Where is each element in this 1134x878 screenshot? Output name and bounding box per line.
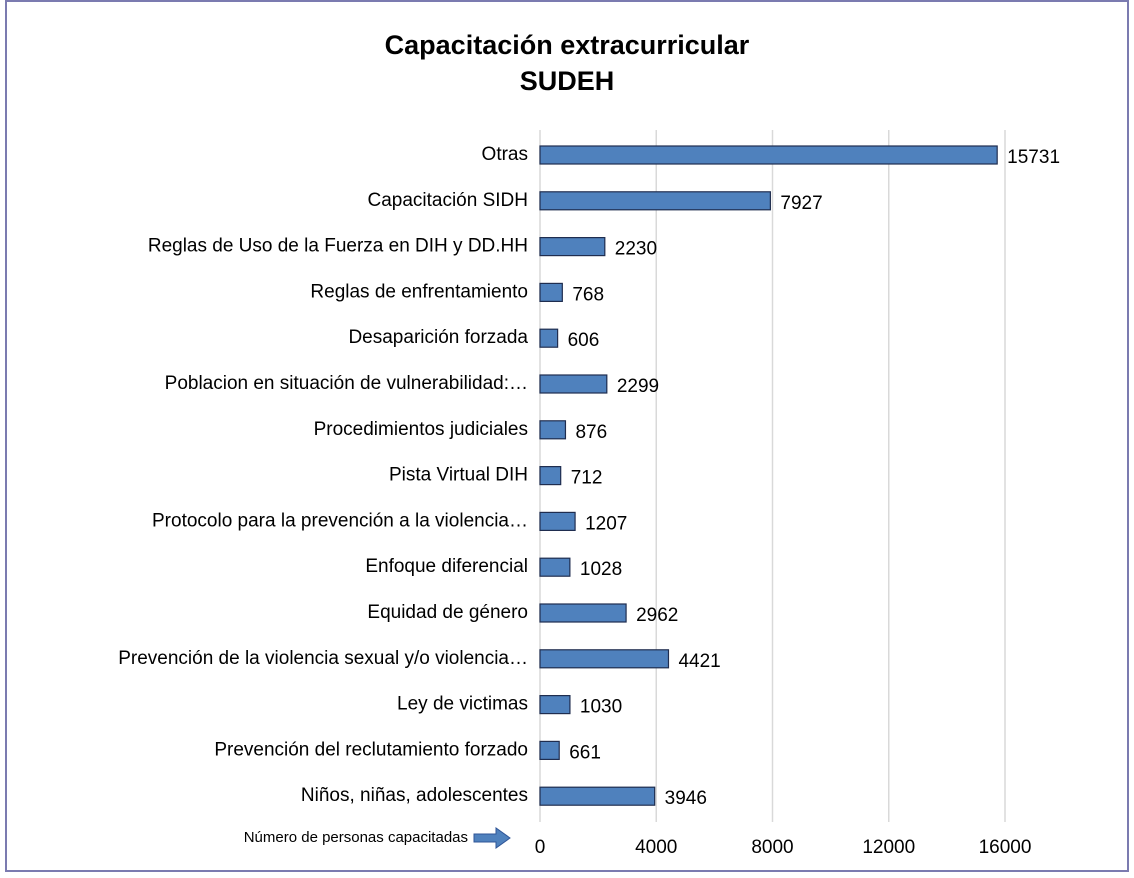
y-tick-label: Prevención del reclutamiento forzado [214, 739, 528, 760]
y-tick-label: Equidad de género [367, 602, 528, 623]
bar [539, 557, 571, 577]
bar [539, 282, 563, 302]
bar [539, 191, 771, 211]
x-tick-label: 4000 [635, 837, 677, 858]
bar [539, 511, 576, 532]
y-tick-label: Ley de victimas [397, 694, 528, 715]
y-tick-label: Capacitación SIDH [367, 190, 528, 211]
bar [539, 374, 608, 394]
bar [539, 237, 606, 257]
value-label: 4421 [678, 651, 720, 672]
value-label: 1028 [580, 559, 622, 580]
bar [539, 603, 627, 623]
value-label: 3946 [665, 788, 707, 809]
y-tick-label: Poblacion en situación de vulnerabilidad… [165, 373, 528, 394]
y-tick-label: Enfoque diferencial [365, 556, 528, 577]
y-tick-label: Desaparición forzada [348, 327, 528, 348]
value-label: 2299 [617, 376, 659, 397]
value-label: 606 [568, 330, 600, 351]
value-label: 661 [569, 742, 601, 763]
x-tick-label: 0 [535, 837, 546, 858]
bar [539, 328, 559, 348]
bar [539, 694, 571, 715]
y-tick-label: Protocolo para la prevención a la violen… [152, 510, 528, 531]
value-label: 2962 [636, 605, 678, 626]
axis-arrow [473, 827, 511, 849]
value-label: 712 [571, 468, 603, 489]
y-tick-label: Procedimientos judiciales [314, 419, 528, 440]
value-label: 7927 [780, 193, 822, 214]
value-label: 1030 [580, 697, 622, 718]
bar [539, 466, 562, 486]
y-tick-label: Niños, niñas, adolescentes [301, 785, 528, 806]
chart-title: Capacitación extracurricular [385, 30, 750, 60]
x-tick-label: 16000 [979, 837, 1032, 858]
x-tick-label: 12000 [862, 837, 915, 858]
bar [539, 740, 560, 761]
chart-border [5, 0, 1129, 872]
bar [539, 649, 670, 669]
y-tick-label: Otras [482, 144, 528, 165]
value-label: 15731 [1007, 147, 1060, 168]
bar [539, 145, 998, 165]
y-tick-label: Pista Virtual DIH [389, 465, 528, 486]
value-label: 1207 [585, 513, 627, 534]
value-label: 2230 [615, 239, 657, 260]
value-label: 876 [575, 422, 607, 443]
x-tick-label: 8000 [751, 837, 793, 858]
y-tick-label: Reglas de Uso de la Fuerza en DIH y DD.H… [148, 236, 528, 257]
y-tick-label: Prevención de la violencia sexual y/o vi… [118, 648, 528, 669]
bar [539, 420, 567, 440]
chart-title: SUDEH [520, 66, 615, 96]
bar [539, 786, 656, 806]
x-axis-label: Número de personas capacitadas [244, 829, 468, 846]
value-label: 768 [572, 284, 604, 305]
y-tick-label: Reglas de enfrentamiento [310, 281, 528, 302]
